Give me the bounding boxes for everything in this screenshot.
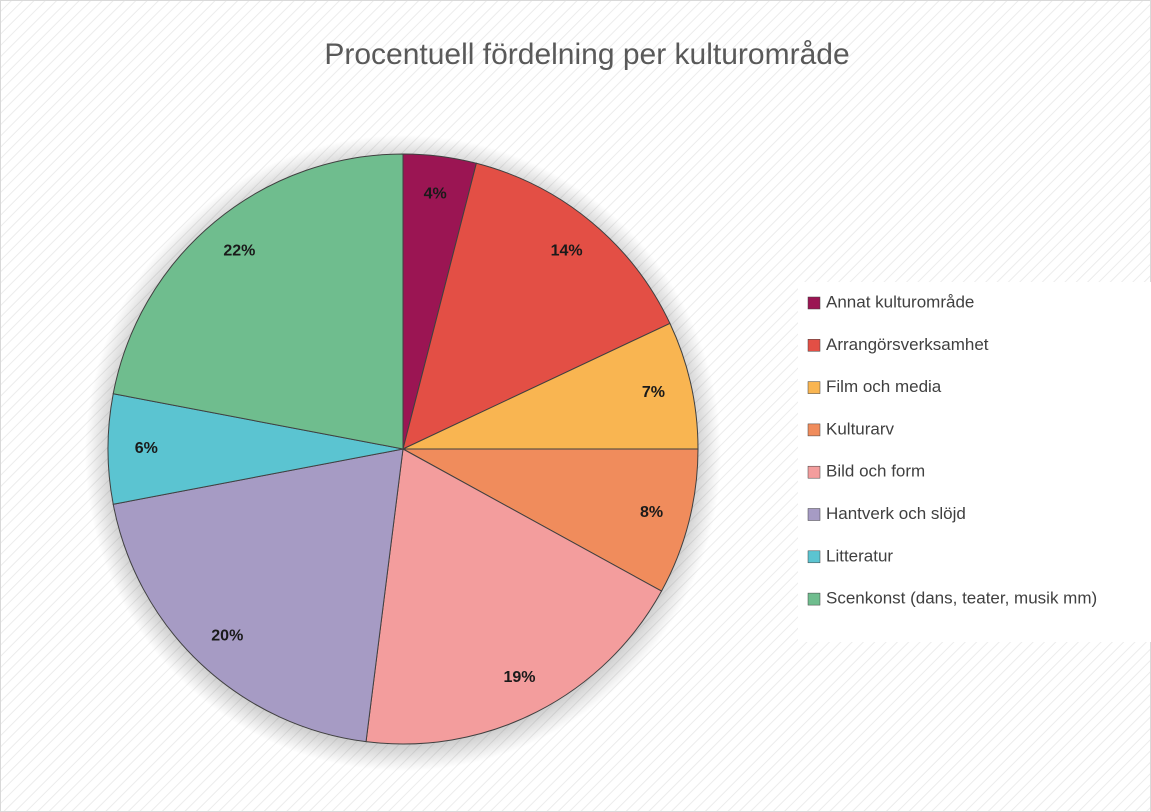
legend-swatch: [807, 508, 821, 521]
legend-swatch: [807, 423, 821, 437]
pie-slice: [402, 322, 699, 450]
data-label: 22%: [223, 242, 255, 259]
legend-label: Arrangörsverksamhet: [826, 335, 989, 354]
legend-swatch: [807, 339, 821, 352]
legend-label: Kulturarv: [826, 419, 895, 438]
legend-label: Bild och form: [826, 462, 925, 481]
pie-slice: [402, 448, 699, 592]
legend-label: Film och media: [826, 377, 942, 396]
chart-title: Procentuell fördelning per kulturområde: [324, 38, 849, 71]
legend-label: Litteratur: [826, 546, 893, 565]
legend-swatch: [807, 381, 821, 394]
legend-swatch: [807, 550, 821, 564]
data-label: 19%: [504, 669, 536, 686]
legend-label: Hantverk och slöjd: [826, 504, 966, 523]
legend-box: [798, 282, 1151, 642]
pie-slice: [402, 162, 671, 450]
legend-label: Scenkonst (dans, teater, musik mm): [826, 589, 1097, 608]
data-label: 4%: [424, 186, 447, 203]
legend-swatch: [807, 465, 821, 479]
legend-swatch: [807, 592, 821, 606]
data-label: 7%: [642, 384, 665, 401]
data-label: 8%: [640, 504, 663, 521]
data-label: 14%: [551, 242, 583, 259]
legend-label: Annat kulturområde: [826, 292, 974, 311]
pie-slice: [112, 448, 404, 743]
data-label: 20%: [211, 627, 243, 644]
pie-slice: [112, 153, 404, 450]
data-label: 6%: [135, 440, 158, 457]
legend-swatch: [807, 296, 821, 310]
pie-slice: [365, 448, 663, 745]
